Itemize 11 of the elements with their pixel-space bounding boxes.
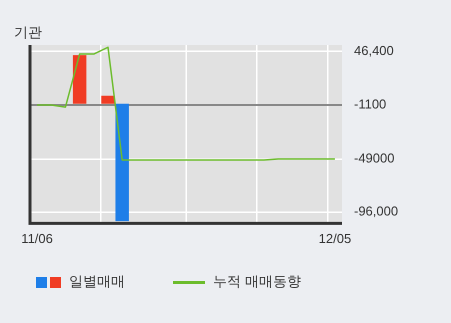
x-tick-label: 11/06 <box>21 230 53 246</box>
legend-label: 일별매매 <box>69 273 125 291</box>
x-tick-label: 12/05 <box>318 230 352 246</box>
y-tick-label: 46,400 <box>354 42 394 58</box>
bar <box>72 55 86 104</box>
bar <box>115 104 129 222</box>
legend-label: 누적 매매동향 <box>213 273 301 291</box>
chart-title: 기관 <box>14 24 42 42</box>
y-tick-label: -49000 <box>354 150 394 166</box>
y-tick-label: -1100 <box>354 96 386 112</box>
y-tick-label: -96,000 <box>354 204 398 219</box>
